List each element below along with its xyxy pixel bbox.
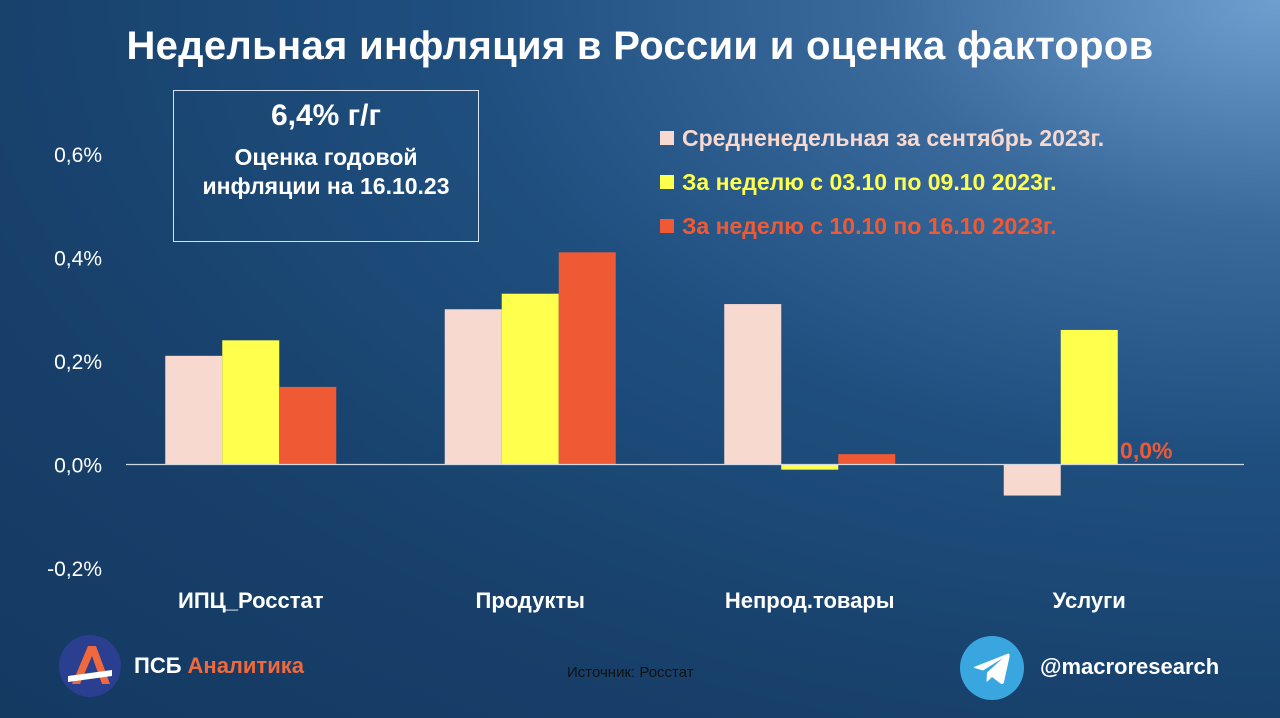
legend-item-week-1: За неделю с 03.10 по 09.10 2023г.	[660, 160, 1104, 204]
category-labels: ИПЦ_Росстат Продукты Непрод.товары Услуги	[178, 588, 1126, 613]
inflation-estimate-box: 6,4% г/г Оценка годовой инфляции на 16.1…	[173, 90, 479, 242]
psb-logo-icon	[59, 635, 121, 697]
legend-item-september: Средненедельная за сентябрь 2023г.	[660, 116, 1104, 160]
telegram-handle[interactable]: @macroresearch	[1040, 654, 1220, 679]
legend-label: Средненедельная за сентябрь 2023г.	[682, 124, 1105, 151]
source-note: Источник: Росстат	[567, 664, 694, 681]
data-label: 0,0%	[1120, 438, 1172, 464]
legend-swatch	[660, 175, 674, 189]
bar	[279, 386, 337, 465]
logo-brand-psb: ПСБ	[134, 653, 182, 678]
legend-label: За неделю с 03.10 по 09.10 2023г.	[682, 168, 1057, 195]
legend: Средненедельная за сентябрь 2023г. За не…	[660, 116, 1104, 248]
bar	[222, 340, 280, 465]
bar	[1060, 329, 1118, 465]
category-label: ИПЦ_Росстат	[178, 588, 324, 613]
y-tick-label: 0,4%	[54, 248, 102, 271]
logo-brand-analytics: Аналитика	[187, 653, 304, 678]
y-tick-label: 0,6%	[54, 144, 102, 167]
y-axis-ticks: 0,6% 0,4% 0,2% 0,0% -0,2%	[47, 144, 102, 581]
legend-swatch	[660, 131, 674, 145]
bar	[724, 304, 782, 465]
logo-text: ПСБ Аналитика	[134, 653, 304, 679]
estimate-caption: Оценка годовой инфляции на 16.10.23	[202, 144, 450, 199]
estimate-value: 6,4% г/г	[270, 99, 382, 132]
y-tick-label: 0,0%	[54, 455, 102, 478]
telegram-icon[interactable]	[960, 636, 1024, 700]
bars	[165, 252, 1118, 496]
bar	[501, 293, 559, 465]
chart-title: Недельная инфляция в России и оценка фак…	[126, 24, 1154, 68]
bar	[781, 464, 839, 470]
bar	[444, 309, 502, 465]
category-label: Услуги	[1053, 588, 1126, 613]
psb-logo: ПСБ Аналитика	[58, 634, 304, 698]
y-tick-label: -0,2%	[47, 558, 102, 581]
annotations: 0,0%	[1120, 438, 1172, 464]
legend-label: За неделю с 10.10 по 16.10 2023г.	[682, 212, 1057, 239]
legend-item-week-2: За неделю с 10.10 по 16.10 2023г.	[660, 204, 1104, 248]
bar	[838, 454, 896, 465]
category-label: Продукты	[476, 588, 585, 613]
bar	[1003, 464, 1061, 496]
category-label: Непрод.товары	[725, 588, 895, 613]
y-tick-label: 0,2%	[54, 351, 102, 374]
bar	[165, 355, 223, 465]
legend-swatch	[660, 219, 674, 233]
bar	[558, 252, 616, 465]
